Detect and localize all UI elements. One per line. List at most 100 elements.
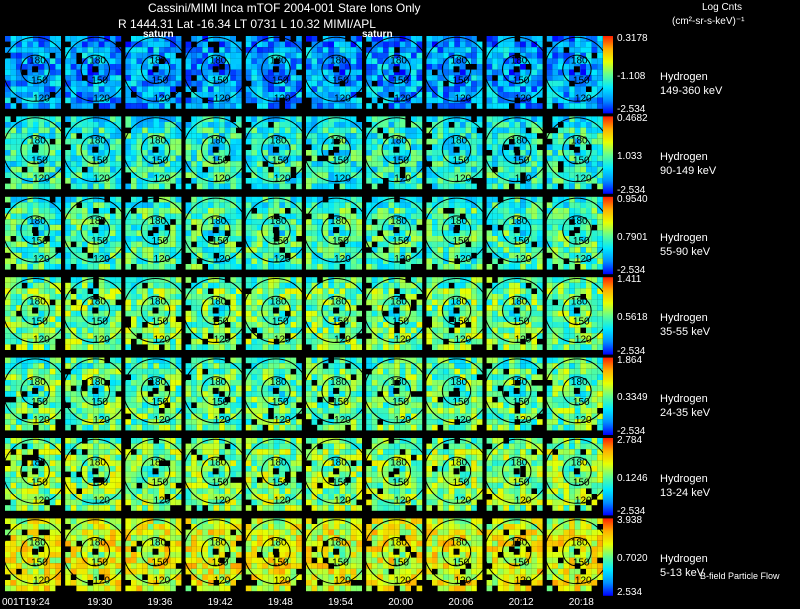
pixel [21,80,28,87]
pixel [443,69,449,76]
pixel [525,116,532,122]
pixel [306,178,312,184]
pixel [454,97,460,104]
pixel [465,69,472,76]
contour-label: 150 [31,317,48,328]
pixel [569,69,575,76]
pixel [87,80,94,87]
contour-label: 120 [93,93,110,104]
pixel [531,208,537,214]
pixel [388,333,395,339]
pixel [591,241,598,248]
pixel [219,138,225,145]
pixel [580,36,586,42]
pixel [10,241,17,248]
pixel [388,316,395,322]
contour-label: 150 [453,75,470,86]
pixel [202,41,208,48]
pixel [16,277,22,283]
pixel [93,333,99,339]
pixel [38,305,45,311]
pixel [388,208,395,214]
pixel [147,224,154,231]
pixel [416,327,423,334]
contour-ring [20,135,50,165]
pixel [537,86,543,92]
pixel [208,277,214,283]
pixel [268,277,274,283]
pixel [416,344,423,350]
pixel [383,161,389,167]
pixel [574,208,581,214]
pixel [405,208,411,214]
pixel [531,327,537,334]
pixel [296,322,302,328]
pixel [236,322,242,328]
pixel [98,247,105,253]
pixel [383,322,389,328]
pixel [322,219,329,225]
pixel [136,252,143,259]
center-marker [272,227,279,234]
pixel [328,282,334,289]
pixel [93,172,99,178]
pixel [110,116,116,122]
pixel [497,277,504,283]
pixel [426,47,432,53]
pixel [268,327,274,334]
pixel [136,36,143,42]
pixel [503,213,509,220]
pixel [268,92,274,98]
pixel [170,247,176,253]
pixel [448,258,455,264]
pixel [503,92,509,98]
pixel [476,172,483,178]
pixel [437,299,444,306]
pixel [224,208,231,214]
pixel [230,58,236,64]
pixel [153,327,159,334]
pixel [290,299,297,306]
pixel [531,219,537,225]
pixel [296,144,302,150]
pixel [394,150,400,156]
pixel [460,344,466,350]
pixel [552,241,558,248]
pixel [170,288,176,294]
pixel [558,208,564,214]
pixel [131,86,137,92]
pixel [219,172,225,178]
pixel [432,322,438,328]
pixel [93,230,99,236]
pixel [110,103,116,109]
pixel [251,202,257,208]
contour-ring [562,54,592,85]
pixel [125,75,131,81]
pixel [574,86,581,92]
pixel [290,344,297,350]
pixel [569,161,575,167]
pixel [537,127,543,134]
pixel [136,138,143,145]
pixel [460,294,466,300]
plot-title: Cassini/MIMI Inca mTOF 2004-001 Stare Io… [148,1,421,15]
pixel [257,116,263,122]
pixel [279,166,285,173]
pixel [411,166,417,173]
pixel [55,208,61,214]
pixel [411,196,417,203]
pixel [552,161,558,167]
pixel [202,172,208,178]
pixel [159,247,165,253]
pixel [563,219,570,225]
pixel [514,183,521,190]
contour-label: 180 [270,55,287,66]
pixel [70,282,77,289]
pixel [306,116,312,122]
pixel [328,202,334,208]
pixel [136,299,143,306]
pixel [437,305,444,311]
pixel [16,127,22,134]
pixel [460,155,466,162]
pixel [531,122,537,128]
